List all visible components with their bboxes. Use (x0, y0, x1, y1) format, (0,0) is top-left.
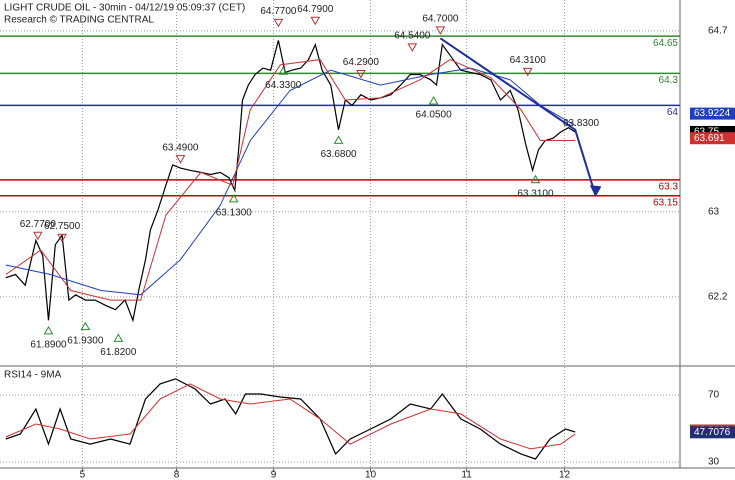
low-label: 61.9300 (67, 335, 104, 346)
high-label: 64.5400 (394, 31, 431, 42)
y-tick-label: 62.2 (708, 292, 728, 303)
high-marker (32, 231, 43, 241)
low-label: 63.6800 (320, 149, 357, 160)
y-tick-label: 64.7 (708, 26, 728, 37)
high-marker (355, 69, 366, 79)
price-box (690, 132, 735, 145)
x-tick-label: 8 (174, 470, 180, 480)
price-box-label: 47.7076 (694, 427, 731, 438)
high-marker (273, 18, 284, 28)
y-tick-label: 63 (708, 206, 720, 217)
high-label: 62.7500 (44, 221, 81, 232)
level-label: 64.65 (653, 38, 678, 49)
price-box-label: 63.75 (694, 127, 719, 138)
price-box (690, 107, 735, 120)
low-label: 63.3100 (517, 188, 554, 199)
low-marker (530, 174, 541, 184)
trendline (439, 37, 597, 197)
trend-arrow (589, 185, 602, 197)
price-line (5, 40, 576, 323)
x-tick-label: 9 (271, 470, 277, 480)
low-marker (228, 193, 239, 203)
low-marker (278, 66, 289, 75)
high-label: 64.7700 (260, 6, 297, 17)
x-tick-label: 10 (365, 470, 377, 480)
level-label: 64.3 (659, 75, 679, 86)
high-marker (310, 16, 321, 26)
price-line (5, 383, 576, 450)
high-marker (57, 233, 67, 243)
high-label: 64.2900 (343, 57, 380, 68)
level-label: 63.3 (659, 181, 679, 192)
high-label: 62.7700 (20, 219, 57, 230)
price-box-label: 63.691 (694, 133, 725, 144)
high-label: 64.7900 (297, 4, 334, 15)
low-label: 64.3300 (265, 80, 302, 91)
annotation-label: 63.8300 (563, 118, 600, 129)
low-marker (113, 333, 124, 342)
x-tick-label: 11 (461, 470, 472, 480)
low-marker (43, 325, 54, 335)
chart-subtitle: Research © TRADING CENTRAL (4, 15, 154, 26)
high-marker (407, 43, 418, 52)
low-label: 61.8200 (100, 347, 137, 358)
high-label: 64.7000 (422, 14, 459, 25)
level-label: 64 (667, 107, 679, 118)
price-box (690, 426, 735, 439)
low-marker (80, 321, 91, 331)
high-marker (175, 155, 186, 164)
rsi-title: RSI14 - 9MA (4, 370, 62, 381)
low-label: 61.8900 (30, 340, 67, 351)
chart-title: LIGHT CRUDE OIL - 30min - 04/12/19 05:09… (4, 3, 245, 14)
price-line (5, 59, 576, 301)
level-label: 63.15 (653, 197, 678, 208)
low-marker (428, 96, 439, 105)
y-tick-label: 30 (708, 457, 720, 468)
x-tick-label: 12 (559, 470, 571, 480)
high-marker (522, 67, 533, 77)
high-label: 63.4900 (162, 142, 199, 153)
high-label: 64.3100 (510, 55, 547, 66)
low-marker (333, 135, 344, 144)
low-label: 64.0500 (416, 110, 453, 121)
price-box-label: 63.9224 (694, 108, 731, 119)
high-marker (435, 26, 446, 35)
x-tick-label: 5 (80, 470, 86, 480)
low-label: 63.1300 (216, 208, 253, 219)
price-line (5, 378, 576, 460)
y-tick-label: 70 (708, 390, 720, 401)
